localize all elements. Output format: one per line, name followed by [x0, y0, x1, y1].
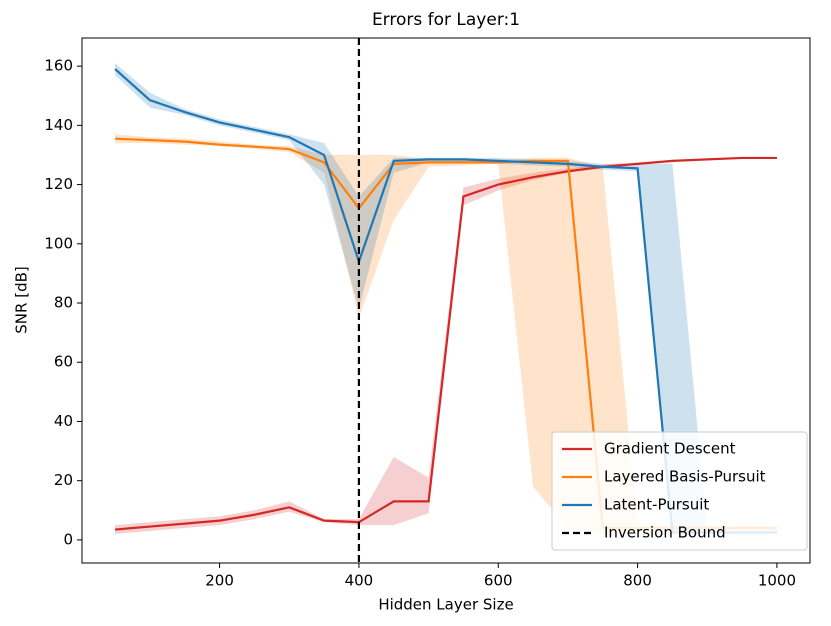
y-tick-label: 80: [54, 294, 73, 312]
x-tick-label: 200: [205, 572, 234, 590]
y-tick-label: 160: [44, 57, 73, 75]
y-tick-label: 100: [44, 234, 73, 252]
x-tick-label: 1000: [758, 572, 796, 590]
y-tick-label: 40: [54, 412, 73, 430]
y-tick-label: 120: [44, 175, 73, 193]
x-axis-label: Hidden Layer Size: [378, 596, 513, 614]
x-tick-label: 800: [623, 572, 652, 590]
legend-label: Inversion Bound: [604, 524, 726, 542]
series-line: [114, 156, 777, 531]
y-tick-label: 60: [54, 353, 73, 371]
y-tick-label: 20: [54, 471, 73, 489]
y-tick-label: 140: [44, 116, 73, 134]
x-tick-label: 600: [484, 572, 513, 590]
y-tick-label: 0: [63, 530, 73, 548]
legend-label: Layered Basis-Pursuit: [604, 468, 766, 486]
legend-label: Latent-Pursuit: [604, 496, 709, 514]
y-axis-label: SNR [dB]: [13, 266, 31, 333]
x-tick-label: 400: [345, 572, 374, 590]
legend-label: Gradient Descent: [604, 440, 736, 458]
legend-box: [551, 431, 808, 551]
chart-title: Errors for Layer:1: [372, 10, 520, 30]
plot-frame: [81, 37, 811, 564]
